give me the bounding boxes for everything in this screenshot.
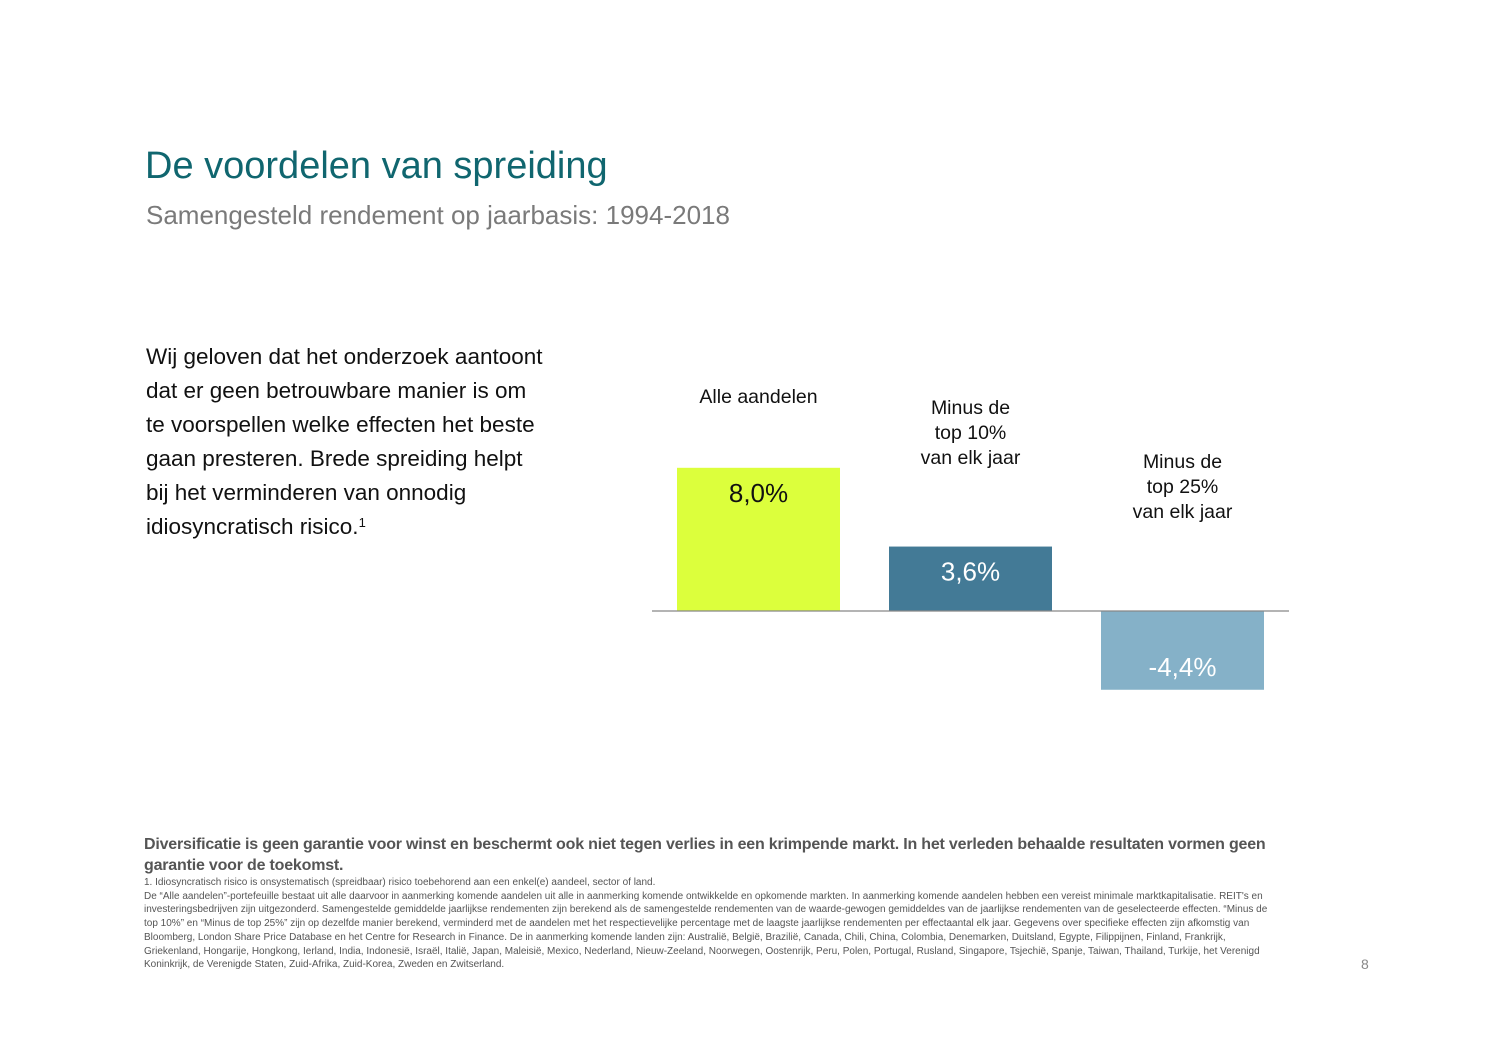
category-label: Alle aandelen xyxy=(699,386,817,408)
page-number: 8 xyxy=(1361,956,1369,972)
body-text: Wij geloven dat het onderzoek aantoont d… xyxy=(146,344,543,539)
page-title: De voordelen van spreiding xyxy=(145,145,608,187)
bar xyxy=(1101,611,1264,690)
footnote-line: 1. Idiosyncratisch risico is onsystemati… xyxy=(144,877,656,888)
disclaimer: Diversificatie is geen garantie voor win… xyxy=(144,836,1266,874)
bar xyxy=(677,467,840,611)
footnote-line: investeringsbedrijven zijn uitgezonderd.… xyxy=(144,904,1268,916)
footnote-ref: 1 xyxy=(358,515,366,530)
category-label: Minus de xyxy=(931,397,1010,419)
category-label: Minus de xyxy=(1143,451,1222,473)
bar xyxy=(889,546,1052,611)
footnote-line: De “Alle aandelen”-portefeuille bestaat … xyxy=(144,890,1263,902)
data-label: -4,4% xyxy=(1149,652,1217,682)
footnote-line: top 10%” en “Minus de top 25%” zijn op d… xyxy=(144,918,1250,930)
footnotes: 1. Idiosyncratisch risico is onsystemati… xyxy=(144,876,1267,972)
footnote-line: Koninkrijk, de Verenigde Staten, Zuid-Af… xyxy=(144,959,505,971)
footnote-line: Griekenland, Hongarije, Hongkong, Ierlan… xyxy=(144,945,1260,957)
category-label: van elk jaar xyxy=(921,447,1021,469)
category-label: top 10% xyxy=(935,422,1007,444)
data-label: 8,0% xyxy=(729,478,788,508)
category-label: top 25% xyxy=(1147,476,1219,498)
page-subtitle: Samengesteld rendement op jaarbasis: 199… xyxy=(146,200,730,230)
data-label: 3,6% xyxy=(941,557,1000,587)
body-paragraph: Wij geloven dat het onderzoek aantoont d… xyxy=(146,340,546,544)
category-label: van elk jaar xyxy=(1133,501,1233,523)
footnote-line: Bloomberg, London Share Price Database e… xyxy=(144,931,1226,943)
